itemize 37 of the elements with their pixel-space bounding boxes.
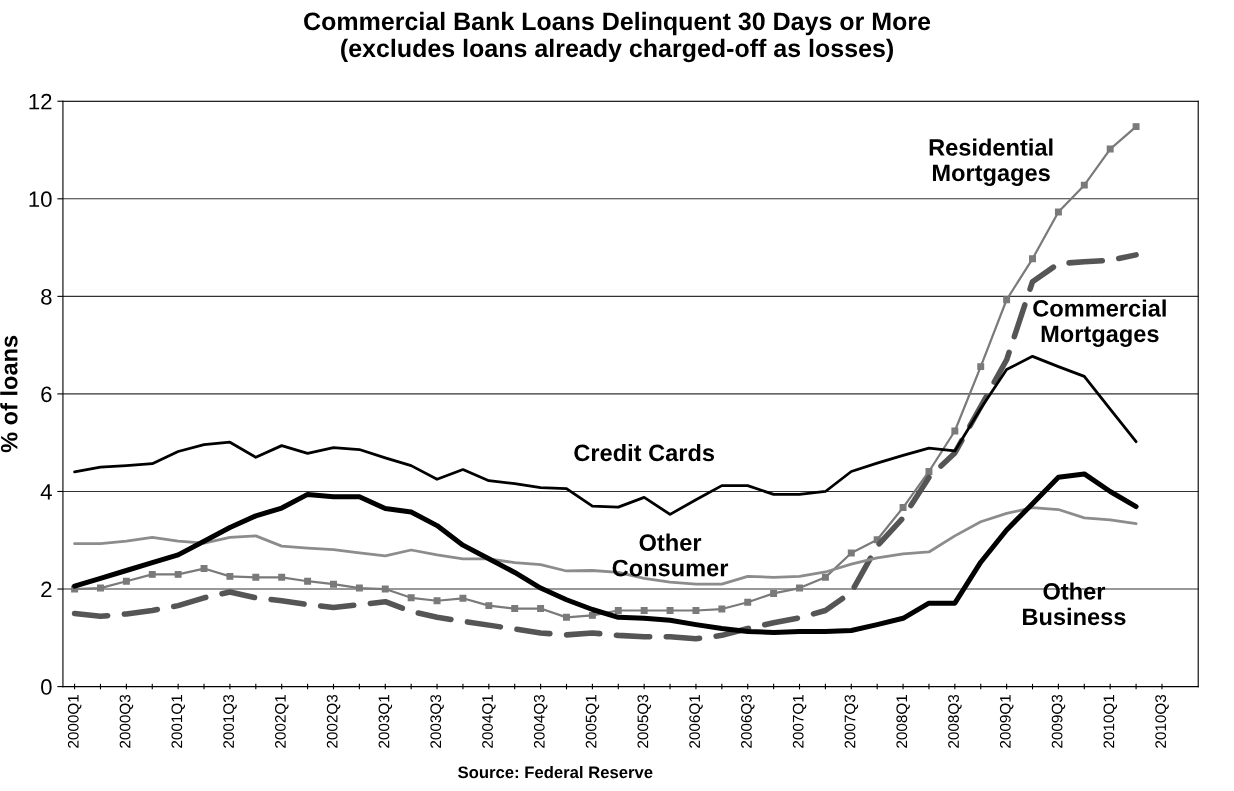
x-tick-label: 2007Q1 — [792, 694, 807, 748]
x-tick-label: 2000Q1 — [67, 694, 82, 748]
x-tick-label: 2006Q1 — [689, 694, 703, 748]
series-label: Commercial Mortgages — [1033, 299, 1166, 347]
x-tick-label: 2009Q3 — [1051, 694, 1066, 748]
y-axis-title: % of loans — [0, 335, 18, 453]
series-label: Credit Cards — [574, 443, 715, 462]
y-tick-label: 2 — [41, 581, 52, 598]
x-tick-label: 2000Q3 — [119, 694, 134, 748]
x-tick-label: 2007Q3 — [844, 694, 859, 748]
x-tick-label: 2001Q3 — [223, 694, 237, 748]
x-tick-label: 2009Q1 — [999, 694, 1014, 748]
series-label: Other Business — [1023, 582, 1126, 626]
x-tick-label: 2005Q3 — [637, 694, 651, 748]
x-tick-label: 2010Q3 — [1155, 694, 1169, 748]
series-label: Other Consumer — [612, 533, 729, 577]
source-note: Source: Federal Reserve — [458, 765, 653, 779]
x-tick-label: 2010Q1 — [1103, 694, 1118, 748]
x-tick-label: 2006Q3 — [741, 694, 755, 748]
y-tick-label: 4 — [40, 484, 52, 500]
x-tick-label: 2003Q1 — [378, 694, 393, 748]
x-tick-label: 2004Q3 — [533, 694, 548, 748]
x-tick-label: 2005Q1 — [585, 694, 600, 748]
y-tick-label: 10 — [29, 191, 52, 208]
x-tick-label: 2004Q1 — [482, 694, 496, 748]
y-tick-label: 6 — [41, 386, 52, 403]
x-tick-label: 2008Q3 — [948, 694, 962, 748]
chart-title: Commercial Bank Loans Delinquent 30 Days or More (excludes loans already charged-off as losses) — [304, 11, 931, 63]
y-tick-label: 12 — [29, 93, 52, 110]
y-tick-label: 0 — [41, 679, 52, 695]
x-tick-label: 2003Q3 — [430, 694, 444, 748]
series-label: Residential Mortgages — [929, 138, 1053, 186]
x-tick-label: 2002Q1 — [274, 694, 289, 748]
x-tick-label: 2001Q1 — [171, 694, 185, 748]
x-tick-label: 2002Q3 — [326, 694, 341, 748]
y-tick-label: 8 — [41, 288, 52, 305]
x-tick-label: 2008Q1 — [896, 694, 910, 748]
